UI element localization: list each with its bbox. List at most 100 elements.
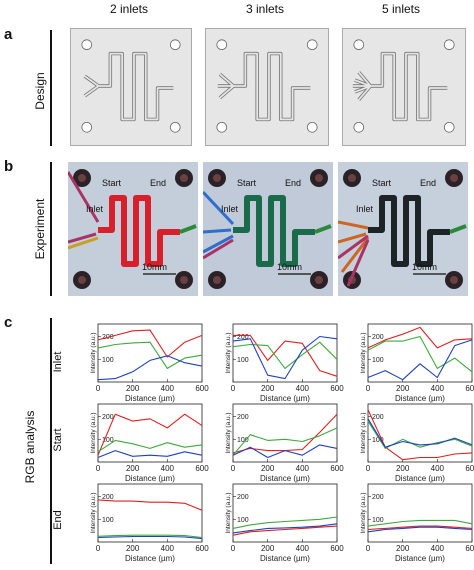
series-line-green <box>97 439 203 453</box>
y-tick-label: 100 <box>237 437 249 444</box>
rgb-plot-inlet-2: 100 200 0 200 400 600 Distance (µm) Intensity (… <box>358 322 474 403</box>
plot-frame <box>367 323 473 383</box>
plot-frame <box>97 403 203 463</box>
y-tick-label: 100 <box>102 517 114 524</box>
y-axis-label: Intensity (a.u.) <box>225 412 232 453</box>
photo-2-start-label: Start <box>102 178 122 188</box>
x-tick-label: 0 <box>231 464 236 473</box>
x-tick-label: 400 <box>296 464 310 473</box>
row-label-end: End <box>52 510 64 530</box>
series-line-red <box>367 525 473 531</box>
y-tick-label: 100 <box>372 517 384 524</box>
x-tick-label: 200 <box>261 544 275 553</box>
x-tick-label: 0 <box>366 464 371 473</box>
series-line-blue <box>97 450 203 459</box>
y-tick-label: 100 <box>237 517 249 524</box>
x-tick-label: 200 <box>261 384 275 393</box>
x-tick-label: 600 <box>195 464 209 473</box>
photo-5-scale-label: 10mm <box>412 262 437 272</box>
x-axis-label: Distance (µm) <box>395 394 445 403</box>
photo-2-end-label: End <box>150 178 166 188</box>
y-axis-label: Intensity (a.u.) <box>225 332 232 373</box>
x-tick-label: 0 <box>96 464 101 473</box>
x-tick-label: 600 <box>330 464 344 473</box>
series-line-red <box>97 499 203 511</box>
y-axis-label: Intensity (a.u.) <box>360 412 367 453</box>
series-line-red <box>233 334 338 377</box>
rgb-plot-end-1: 100 200 0 200 400 600 Distance (µm) Intensity (… <box>223 482 344 563</box>
row-label-rgb-analysis: RGB analysis <box>23 410 37 484</box>
x-tick-label: 400 <box>431 384 445 393</box>
rgb-plot-end-2: 100 200 0 200 400 600 Distance (µm) Intensity (… <box>358 482 474 563</box>
x-tick-label: 600 <box>195 384 209 393</box>
photo-5-inlets: Start End Inlet 10mm <box>338 162 468 296</box>
plot-frame <box>97 483 203 543</box>
photo-3-inlet-label: Inlet <box>221 204 239 214</box>
design-3-inlets-drawing <box>216 39 318 133</box>
row-label-inlet: Inlet <box>52 351 64 373</box>
y-tick-label: 200 <box>102 494 114 501</box>
x-tick-label: 0 <box>231 384 236 393</box>
plot-frame <box>367 403 473 463</box>
x-tick-label: 600 <box>465 464 474 473</box>
panel-c-divider <box>50 318 52 564</box>
y-tick-label: 200 <box>372 494 384 501</box>
y-tick-label: 200 <box>237 494 249 501</box>
y-axis-label: Intensity (a.u.) <box>90 332 97 373</box>
panel-letter-b: b <box>4 158 14 175</box>
photo-2-inlets-drawing: Start End Inlet 10mm <box>68 162 198 296</box>
column-title-2-inlets: 2 inlets <box>109 2 149 16</box>
rgb-plot-end-0: 100 200 0 200 400 600 Distance (µm) Intensity (… <box>88 482 209 563</box>
photo-5-inlet-label: Inlet <box>356 204 374 214</box>
plot-frame <box>232 323 338 383</box>
series-line-blue <box>232 444 338 459</box>
rgb-plot-start-2: 100 200 0 200 400 600 Distance (µm) Intensity (… <box>358 402 474 483</box>
x-tick-label: 200 <box>126 384 140 393</box>
y-axis-label: Intensity (a.u.) <box>225 492 232 533</box>
x-axis-label: Distance (µm) <box>260 394 310 403</box>
series-line-green <box>367 519 473 527</box>
y-axis-label: Intensity (a.u.) <box>90 492 97 533</box>
x-tick-label: 200 <box>261 464 275 473</box>
series-line-green <box>367 335 473 373</box>
x-tick-label: 400 <box>296 544 310 553</box>
y-tick-label: 200 <box>237 414 249 421</box>
plot-frame <box>367 483 473 543</box>
rgb-plot-svg: 100 200 0 200 400 600 Distance (µm) Intensity (… <box>90 483 209 563</box>
rgb-plot-svg: 100 200 0 200 400 600 Distance (µm) Intensity (… <box>225 323 344 403</box>
y-tick-label: 200 <box>102 414 114 421</box>
photo-5-start-label: Start <box>372 178 392 188</box>
series-line-blue <box>97 355 203 381</box>
x-tick-label: 0 <box>366 544 371 553</box>
series-line-red <box>97 413 203 456</box>
x-tick-label: 600 <box>465 544 474 553</box>
panel-letter-c: c <box>4 314 13 331</box>
column-title-5-inlets: 5 inlets <box>381 2 421 16</box>
photo-3-scale-label: 10mm <box>277 262 302 272</box>
y-axis-label: Intensity (a.u.) <box>360 492 367 533</box>
x-tick-label: 600 <box>195 544 209 553</box>
series-line-green <box>367 420 473 449</box>
design-5-inlets <box>342 28 466 146</box>
series-line-red <box>367 326 473 349</box>
x-tick-label: 400 <box>161 384 175 393</box>
rgb-plot-svg: 100 200 0 200 400 600 Distance (µm) Intensity (… <box>225 483 344 563</box>
photo-3-inlets: Start End Inlet 10mm <box>203 162 333 296</box>
photo-2-inlet-label: Inlet <box>86 204 104 214</box>
series-line-blue <box>367 526 473 533</box>
panel-a-divider <box>50 30 52 146</box>
x-axis-label: Distance (µm) <box>260 474 310 483</box>
x-axis-label: Distance (µm) <box>395 554 445 563</box>
rgb-plot-start-0: 100 200 0 200 400 600 Distance (µm) Intensity (… <box>88 402 209 483</box>
series-line-green <box>232 341 338 369</box>
y-tick-label: 100 <box>102 357 114 364</box>
series-line-green <box>97 534 203 539</box>
plot-frame <box>97 323 203 383</box>
x-tick-label: 400 <box>431 544 445 553</box>
x-tick-label: 400 <box>296 384 310 393</box>
x-tick-label: 200 <box>396 464 410 473</box>
row-label-experiment: Experiment <box>33 198 47 260</box>
y-tick-label: 100 <box>372 437 384 444</box>
photo-5-end-label: End <box>420 178 436 188</box>
photo-3-inlets-drawing: Start End Inlet 10mm <box>203 162 333 296</box>
